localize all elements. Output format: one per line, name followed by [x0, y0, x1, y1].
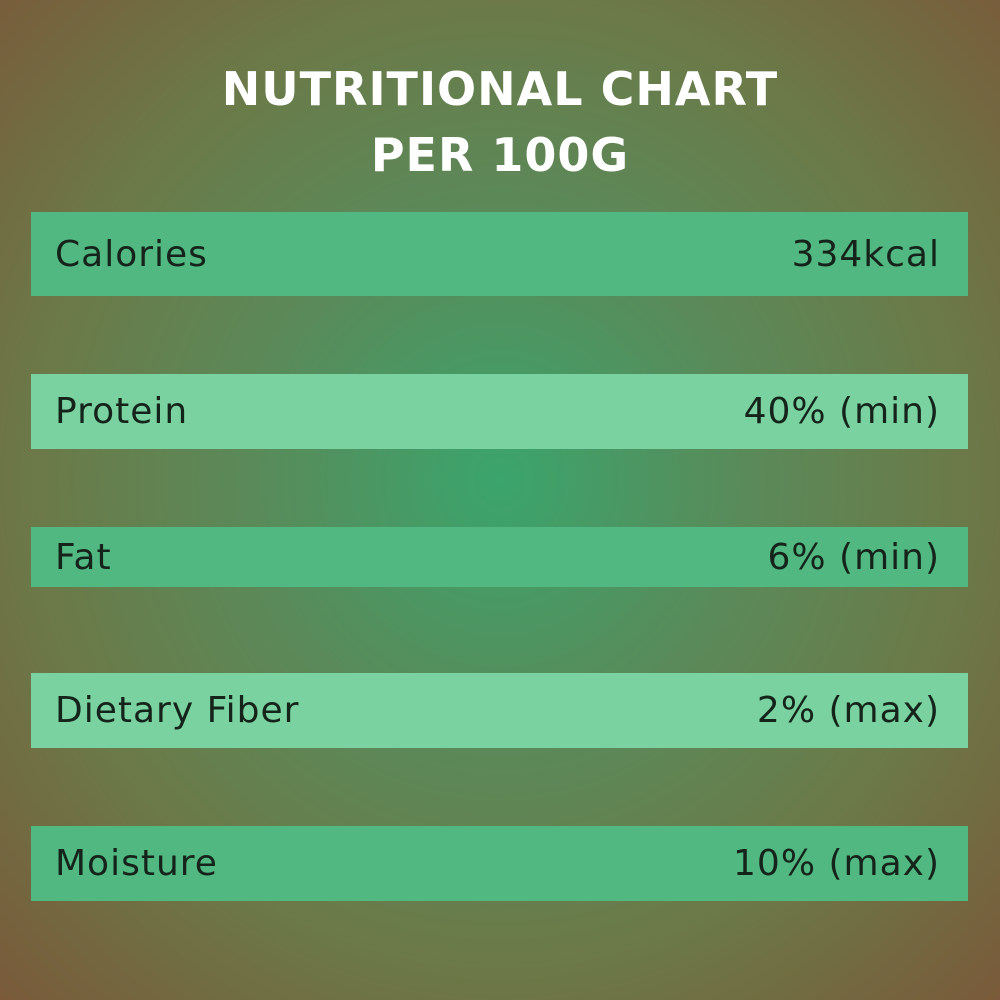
table-row: Fat 6% (min) — [31, 527, 968, 587]
nutrient-value: 2% (max) — [756, 690, 940, 731]
nutrient-name: Moisture — [55, 843, 218, 884]
nutrient-value: 10% (max) — [733, 843, 940, 884]
nutrient-name: Calories — [55, 233, 208, 275]
nutrient-name: Dietary Fiber — [55, 690, 300, 731]
table-row: Protein 40% (min) — [31, 374, 968, 449]
nutrient-name: Fat — [55, 536, 112, 578]
title: PER 100G — [370, 128, 630, 182]
table-row: Dietary Fiber 2% (max) — [31, 673, 968, 748]
table-row: Calories 334kcal — [31, 212, 968, 296]
nutrient-value: 40% (min) — [743, 391, 940, 432]
nutrient-name: Protein — [55, 391, 189, 432]
nutrient-value: 6% (min) — [767, 536, 940, 578]
table-row: Moisture 10% (max) — [31, 826, 968, 901]
title: NUTRITIONAL CHART — [221, 62, 779, 116]
nutrient-value: 334kcal — [791, 233, 940, 275]
